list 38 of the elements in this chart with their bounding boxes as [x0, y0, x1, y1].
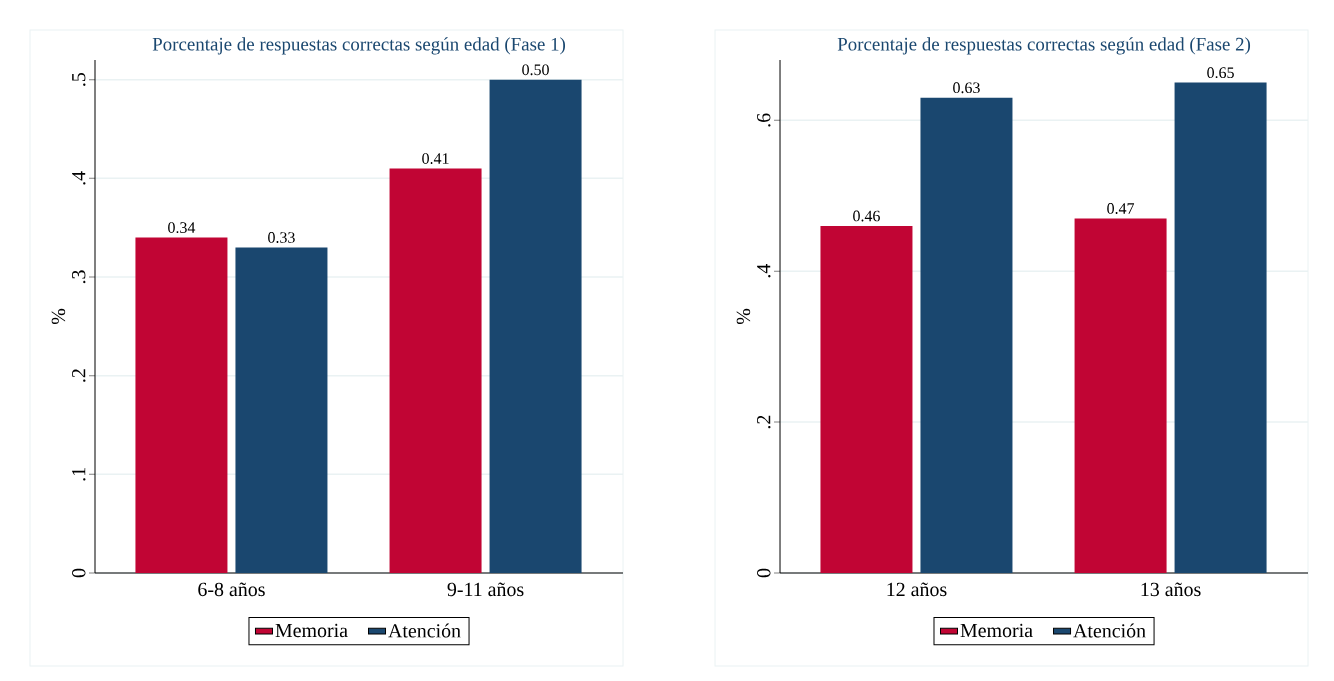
x-tick-label: 9-11 años [447, 582, 524, 597]
data-label: 0.63 [953, 82, 980, 94]
bar [489, 79, 582, 573]
chart-title: Porcentaje de respuestas correctas según edad (Fase 2) [837, 37, 1251, 55]
y-tick-label: 0 [72, 568, 86, 578]
y-tick-label: .2 [757, 415, 771, 429]
y-tick-label: .2 [72, 369, 86, 382]
data-label: 0.47 [1107, 203, 1135, 214]
data-label: 0.65 [1207, 67, 1234, 79]
legend-label: Atención [388, 623, 461, 638]
chart-title: Porcentaje de respuestas correctas según edad (Fase 1) [152, 37, 566, 55]
x-tick-label: 13 años [1141, 582, 1201, 597]
data-label: 0.50 [522, 64, 549, 76]
y-tick-label: .3 [72, 270, 86, 284]
data-label: 0.33 [268, 232, 295, 243]
y-tick-label: 0 [757, 568, 771, 578]
legend-label: Memoria [275, 623, 348, 638]
y-tick-label: .5 [72, 73, 86, 86]
bar [135, 237, 228, 573]
data-label: 0.34 [168, 222, 196, 234]
bar [389, 168, 482, 573]
bar [235, 247, 328, 573]
x-tick-label: 6-8 años [198, 582, 265, 597]
y-axis-title: % [736, 308, 751, 325]
y-tick-label: .4 [72, 171, 86, 185]
x-tick-label: 12 años [887, 582, 947, 597]
bar [820, 225, 913, 573]
legend-label: Atención [1073, 623, 1146, 638]
data-label: 0.46 [853, 210, 880, 222]
bar [1174, 82, 1267, 573]
y-tick-label: .1 [72, 468, 86, 481]
data-label: 0.41 [422, 153, 449, 164]
y-tick-label: .6 [757, 113, 771, 127]
y-tick-label: .4 [757, 264, 771, 278]
bar [1074, 218, 1167, 573]
bar [920, 97, 1013, 573]
y-axis-title: % [51, 308, 66, 325]
legend-label: Memoria [960, 623, 1033, 638]
